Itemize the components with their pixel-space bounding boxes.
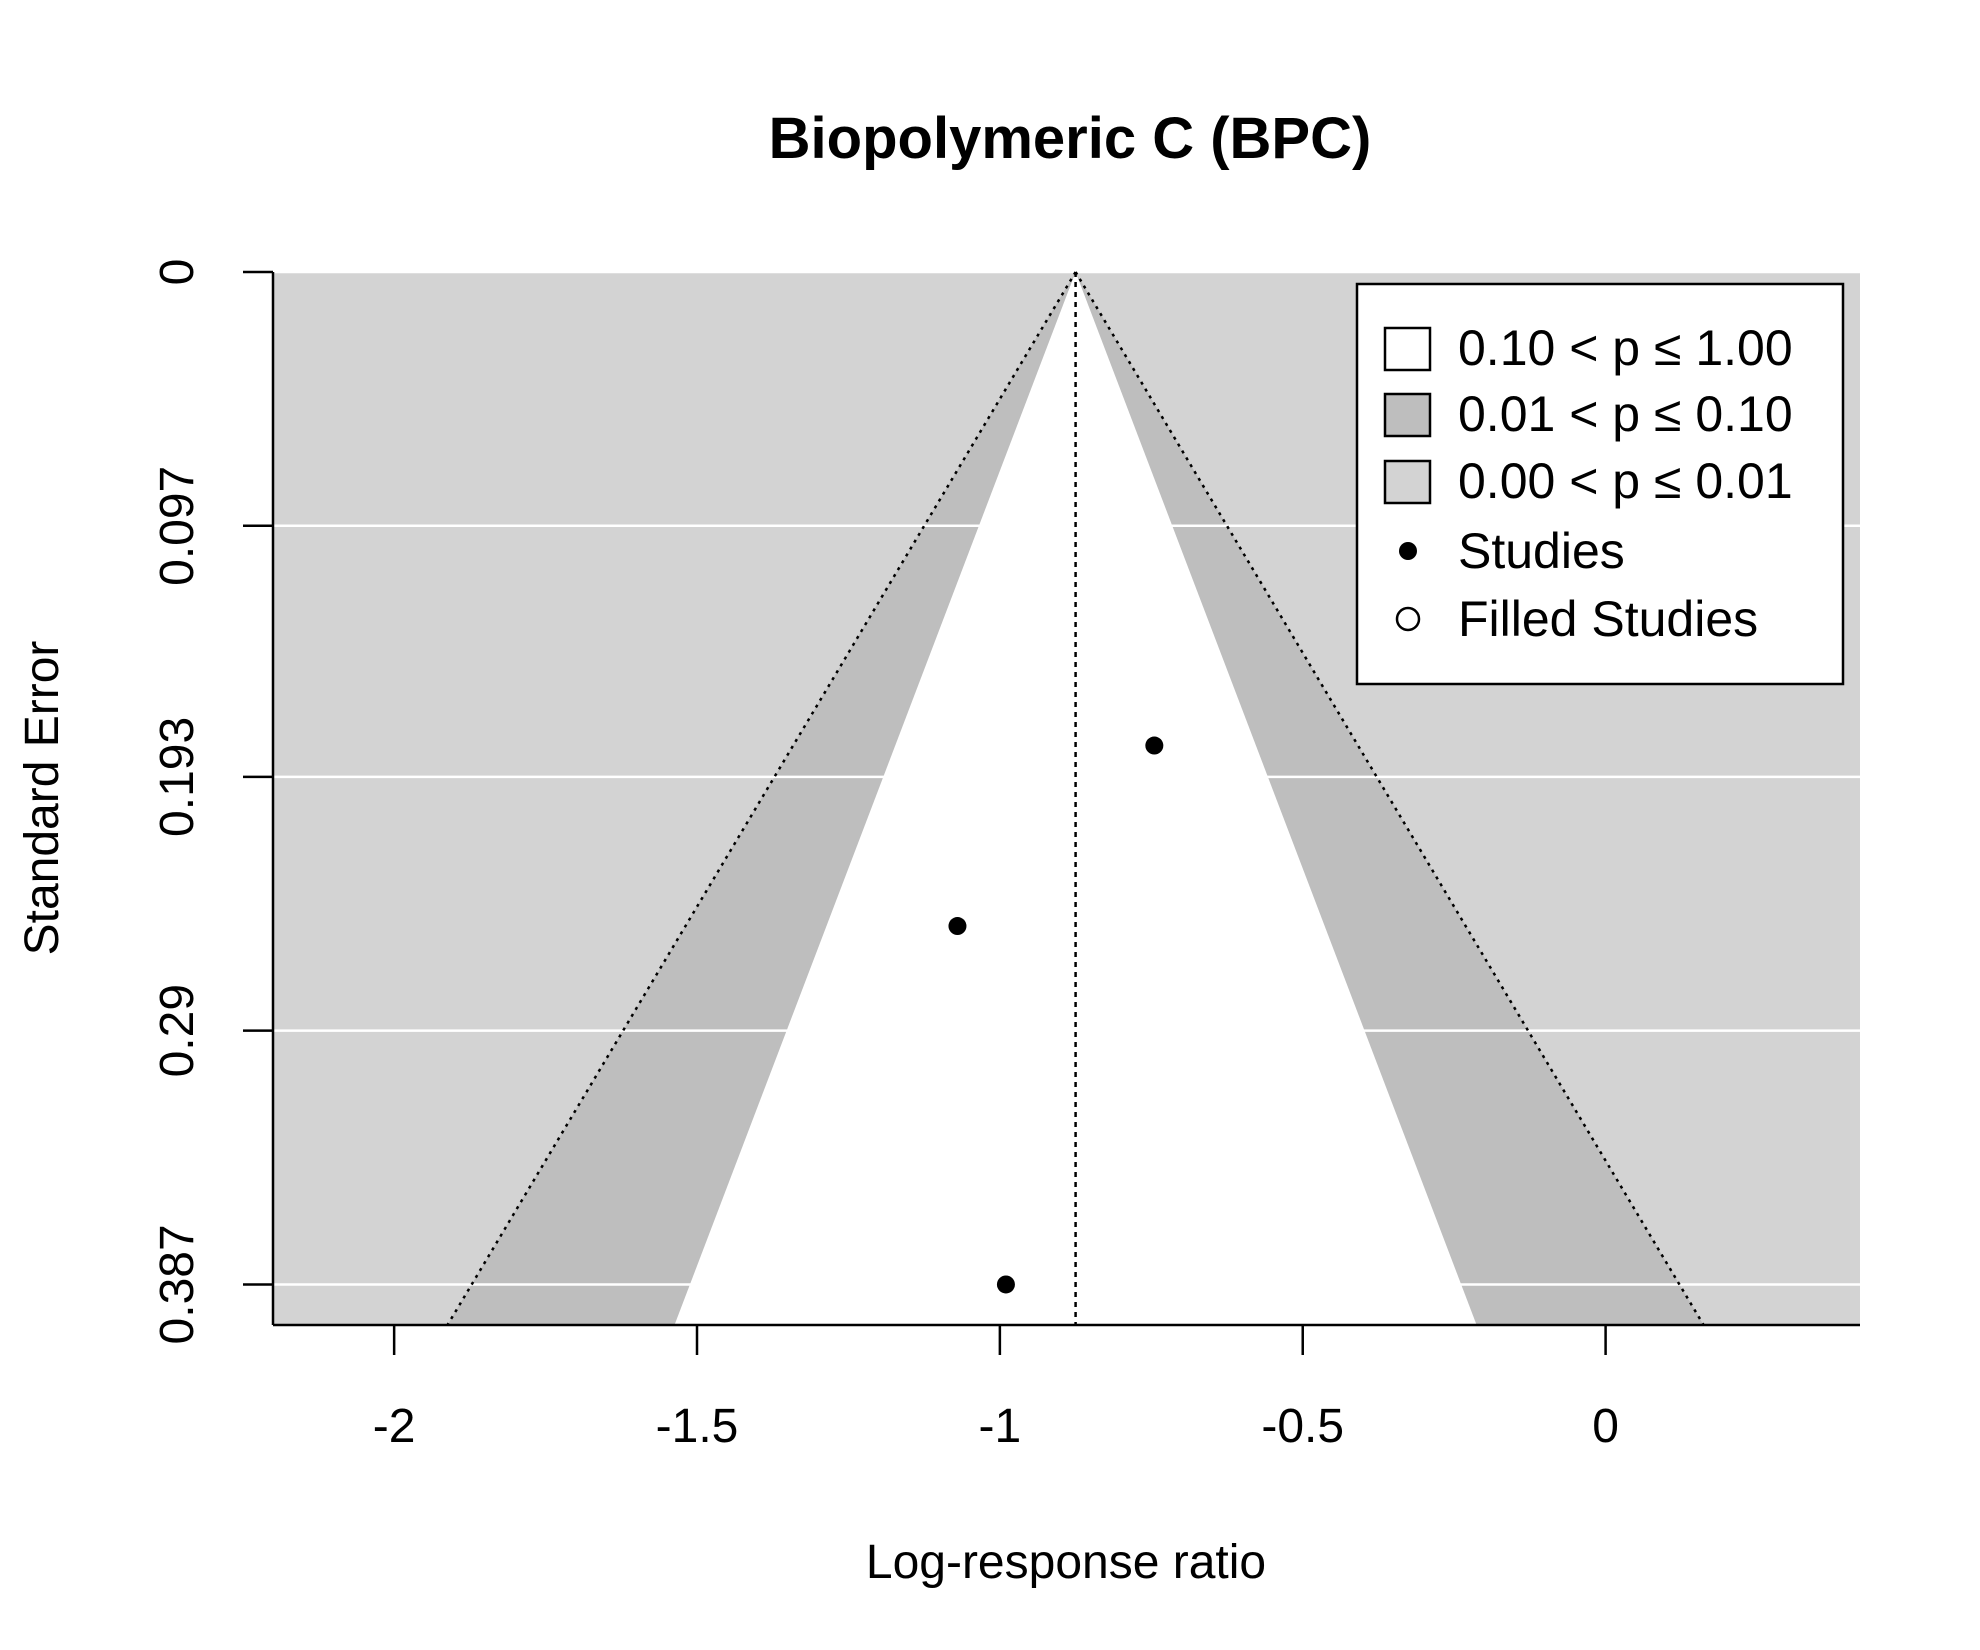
legend-swatch-p-1-00 [1383, 326, 1432, 372]
x-tick-label-3: -0.5 [1261, 1400, 1344, 1453]
y-tick-label-3: 0.29 [151, 984, 204, 1077]
legend-label-p-0-10: 0.01 < p ≤ 0.10 [1458, 386, 1793, 442]
y-axis-label: Standard Error [16, 641, 69, 956]
x-tick-label-2: -1 [979, 1400, 1022, 1453]
x-tick-label-4: 0 [1592, 1400, 1619, 1453]
legend-label-p-0-01: 0.00 < p ≤ 0.01 [1458, 453, 1793, 509]
legend-swatch-p-0-01 [1383, 459, 1432, 505]
legend-box [1355, 282, 1845, 686]
x-axis-ticks: -2 -1.5 -1 -0.5 0 [373, 1325, 1619, 1453]
y-tick-label-1: 0.097 [151, 466, 204, 586]
y-tick-label-0: 0 [151, 259, 204, 286]
legend-marker-studies [1399, 542, 1417, 560]
legend-marker-filled-studies [1395, 606, 1421, 632]
legend-label-filled-studies: Filled Studies [1458, 591, 1758, 647]
legend: 0.10 < p ≤ 1.00 0.01 < p ≤ 0.10 0.00 < p… [1355, 282, 1845, 686]
study-point-2 [996, 1275, 1015, 1294]
study-points [948, 736, 1164, 1294]
y-axis-ticks: 0 0.097 0.193 0.29 0.387 [151, 259, 273, 1344]
grid-lines [273, 270, 1860, 1286]
x-axis-label: Log-response ratio [866, 1536, 1266, 1589]
study-point-0 [1145, 736, 1164, 755]
legend-label-p-1-00: 0.10 < p ≤ 1.00 [1458, 320, 1793, 376]
legend-swatch-p-0-10 [1383, 392, 1432, 438]
legend-label-studies: Studies [1458, 523, 1625, 579]
x-axis: -2 -1.5 -1 -0.5 0 [273, 1323, 1860, 1453]
y-tick-label-2: 0.193 [151, 717, 204, 837]
y-axis: 0 0.097 0.193 0.29 0.387 [151, 259, 275, 1344]
y-tick-label-4: 0.387 [151, 1224, 204, 1344]
study-point-1 [948, 917, 967, 936]
x-tick-label-1: -1.5 [656, 1400, 739, 1453]
x-tick-label-0: -2 [373, 1400, 416, 1453]
chart-title: Biopolymeric C (BPC) [769, 106, 1372, 171]
contour-region-p-1-00 [674, 272, 1477, 1325]
